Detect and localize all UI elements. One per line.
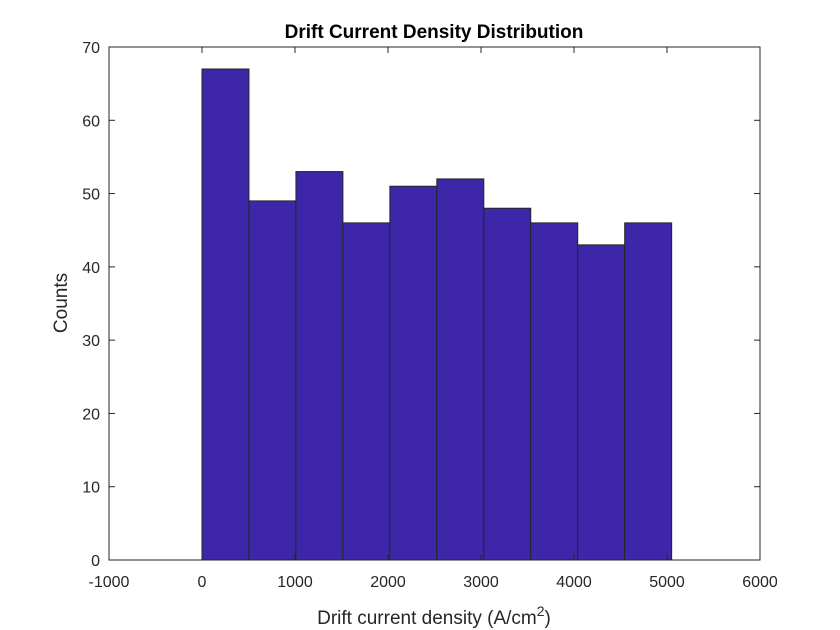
histogram-bar bbox=[577, 244, 626, 561]
x-tick-label: 5000 bbox=[649, 574, 685, 591]
histogram-bar bbox=[436, 178, 485, 561]
y-tick-label: 60 bbox=[82, 113, 100, 130]
x-tick-label: -1000 bbox=[89, 574, 130, 591]
y-tick-label: 50 bbox=[82, 187, 100, 204]
x-tick-label: 0 bbox=[198, 574, 207, 591]
histogram-bar bbox=[483, 207, 532, 561]
histogram-bar bbox=[201, 68, 250, 561]
y-axis-label: Counts bbox=[51, 273, 72, 333]
histogram-bar bbox=[342, 222, 391, 561]
y-tick-label: 30 bbox=[82, 333, 100, 350]
y-tick-label: 70 bbox=[82, 40, 100, 57]
y-axis-ticks: 0 10 20 30 40 50 60 70 bbox=[82, 40, 760, 570]
x-axis-ticks: -1000 0 1000 2000 3000 4000 5000 6000 bbox=[89, 47, 778, 591]
histogram-bar bbox=[530, 222, 579, 561]
x-axis-label-suffix: ) bbox=[545, 608, 551, 629]
x-tick-label: 6000 bbox=[742, 574, 778, 591]
y-tick-label: 10 bbox=[82, 480, 100, 497]
histogram-bar bbox=[248, 200, 297, 561]
x-tick-label: 2000 bbox=[370, 574, 406, 591]
y-tick-label: 0 bbox=[91, 553, 100, 570]
x-axis-label-text: Drift current density (A/cm bbox=[317, 608, 537, 629]
x-axis-label: Drift current density (A/cm2) bbox=[317, 603, 551, 629]
y-tick-label: 40 bbox=[82, 260, 100, 277]
x-tick-label: 1000 bbox=[277, 574, 313, 591]
x-tick-label: 3000 bbox=[463, 574, 499, 591]
chart-title: Drift Current Density Distribution bbox=[285, 22, 584, 43]
histogram-bar bbox=[389, 185, 438, 561]
x-tick-label: 4000 bbox=[556, 574, 592, 591]
plot-area-box bbox=[108, 46, 761, 561]
x-axis-label-superscript: 2 bbox=[537, 603, 545, 619]
histogram-bar bbox=[295, 171, 344, 561]
bars-group bbox=[201, 68, 673, 561]
y-tick-label: 20 bbox=[82, 406, 100, 423]
histogram-bar bbox=[624, 222, 673, 561]
